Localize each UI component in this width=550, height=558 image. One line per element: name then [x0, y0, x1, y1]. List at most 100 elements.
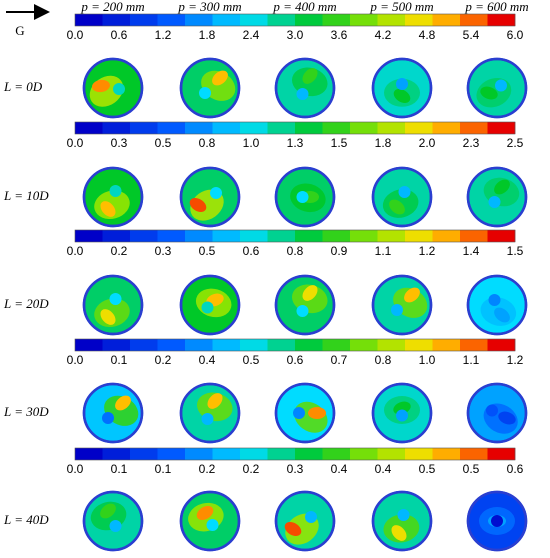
- contour-edge: [82, 490, 144, 552]
- colorbar-segment: [185, 448, 213, 460]
- contour-spot: [92, 79, 110, 93]
- contour-spot: [480, 86, 498, 100]
- colorbar-segment: [212, 448, 241, 460]
- colorbar-tick-label: 0.0: [67, 244, 84, 258]
- contour-edge: [82, 166, 144, 228]
- colorbar-segment: [130, 448, 158, 460]
- colorbar-tick-label: 0.5: [419, 462, 436, 476]
- colorbar-tick-label: 1.0: [419, 353, 436, 367]
- colorbar-segment: [487, 230, 516, 242]
- contour-edge: [371, 57, 433, 119]
- contour-map: [466, 274, 528, 336]
- colorbar-tick-label: 0.8: [199, 136, 216, 150]
- contour-map: [466, 57, 528, 119]
- contour-map: [371, 166, 433, 228]
- contour-map: [371, 382, 433, 444]
- colorbar-segment: [295, 14, 323, 26]
- colorbar-segment: [102, 14, 131, 26]
- colorbar-segment: [157, 230, 186, 242]
- colorbar-segment: [432, 122, 461, 134]
- contour-map: [274, 382, 336, 444]
- contour-edge: [82, 274, 144, 336]
- colorbar-tick-label: 0.2: [111, 244, 128, 258]
- colorbar-segment: [460, 339, 488, 351]
- colorbar-tick-label: 2.0: [419, 136, 436, 150]
- colorbar-frame: [74, 447, 516, 461]
- colorbar-tick-label: 0.1: [155, 462, 172, 476]
- colorbar-segment: [75, 339, 103, 351]
- contour-map: [274, 166, 336, 228]
- contour-map: [371, 57, 433, 119]
- colorbar-tick-label: 2.5: [507, 136, 524, 150]
- contour-center: [391, 304, 403, 316]
- contour-center: [210, 187, 222, 199]
- colorbar-segment: [432, 339, 461, 351]
- colorbar-segment: [102, 122, 131, 134]
- colorbar-frame: [74, 229, 516, 243]
- row-label: L = 10D: [3, 188, 49, 203]
- column-header: p = 400 mm: [272, 0, 336, 14]
- colorbar-tick-label: 0.5: [243, 353, 260, 367]
- contour-center: [491, 515, 503, 527]
- colorbar-segment: [157, 448, 186, 460]
- colorbar-segment: [460, 230, 488, 242]
- colorbar-segment: [102, 230, 131, 242]
- contour-spot: [494, 179, 510, 195]
- contour-map: [274, 490, 336, 552]
- colorbar-tick-label: 0.8: [375, 353, 392, 367]
- contour-center: [109, 293, 122, 305]
- column-header: p = 600 mm: [464, 0, 528, 14]
- colorbar-segment: [405, 448, 433, 460]
- contour-spot: [196, 506, 214, 520]
- contour-edge: [179, 57, 241, 119]
- colorbar-tick-label: 0.2: [199, 462, 216, 476]
- contour-map: [466, 382, 528, 444]
- colorbar-segment: [295, 448, 323, 460]
- contour-center: [113, 83, 125, 95]
- contour-edge: [466, 382, 528, 444]
- colorbar-tick-label: 4.8: [419, 28, 436, 42]
- row-label: L = 20D: [3, 296, 49, 311]
- column-header: p = 500 mm: [369, 0, 433, 14]
- colorbar-segment: [185, 122, 213, 134]
- colorbar-tick-label: 0.1: [111, 353, 128, 367]
- contour-center: [293, 407, 305, 419]
- contour-edge: [274, 166, 336, 228]
- contour-spot: [189, 198, 207, 212]
- colorbar-frame: [74, 121, 516, 135]
- contour-center: [305, 511, 317, 523]
- colorbar-segment: [432, 230, 461, 242]
- colorbar-segment: [240, 230, 268, 242]
- colorbar-tick-label: 0.2: [243, 462, 260, 476]
- colorbar-segment: [405, 339, 433, 351]
- colorbar-segment: [240, 448, 268, 460]
- contour-spot: [100, 309, 116, 325]
- contour-spot: [393, 401, 411, 415]
- colorbar-segment: [460, 448, 488, 460]
- colorbar-tick-label: 0.3: [155, 244, 172, 258]
- contour-edge: [179, 274, 241, 336]
- contour-map: [82, 274, 144, 336]
- contour-spot: [498, 411, 516, 425]
- colorbar-segment: [212, 339, 241, 351]
- colorbar-segment: [75, 230, 103, 242]
- colorbar-segment: [487, 448, 516, 460]
- colorbar-tick-label: 0.4: [375, 462, 392, 476]
- colorbar-tick-label: 1.0: [243, 136, 260, 150]
- colorbar-tick-label: 2.4: [243, 28, 260, 42]
- colorbar-tick-label: 0.6: [507, 462, 524, 476]
- contour-edge: [179, 490, 241, 552]
- colorbar-segment: [157, 122, 186, 134]
- colorbar-segment: [405, 14, 433, 26]
- colorbar-segment: [350, 14, 378, 26]
- contour-map: [466, 490, 528, 552]
- contour-edge: [466, 166, 528, 228]
- colorbar-segment: [322, 230, 351, 242]
- colorbar-segment: [322, 339, 351, 351]
- colorbar-tick-label: 1.8: [375, 136, 392, 150]
- colorbar-tick-label: 1.5: [331, 136, 348, 150]
- colorbar-segment: [240, 14, 268, 26]
- contour-edge: [274, 382, 336, 444]
- contour-spot: [207, 393, 223, 409]
